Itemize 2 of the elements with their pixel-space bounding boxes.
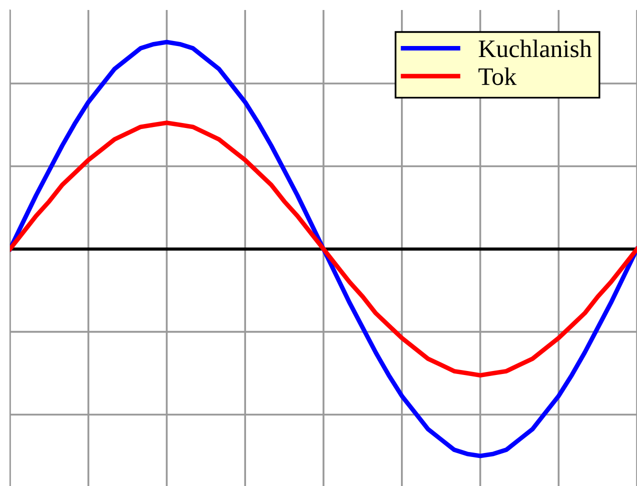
legend-label: Tok <box>478 67 517 86</box>
legend-label: Kuchlanish <box>478 40 592 58</box>
